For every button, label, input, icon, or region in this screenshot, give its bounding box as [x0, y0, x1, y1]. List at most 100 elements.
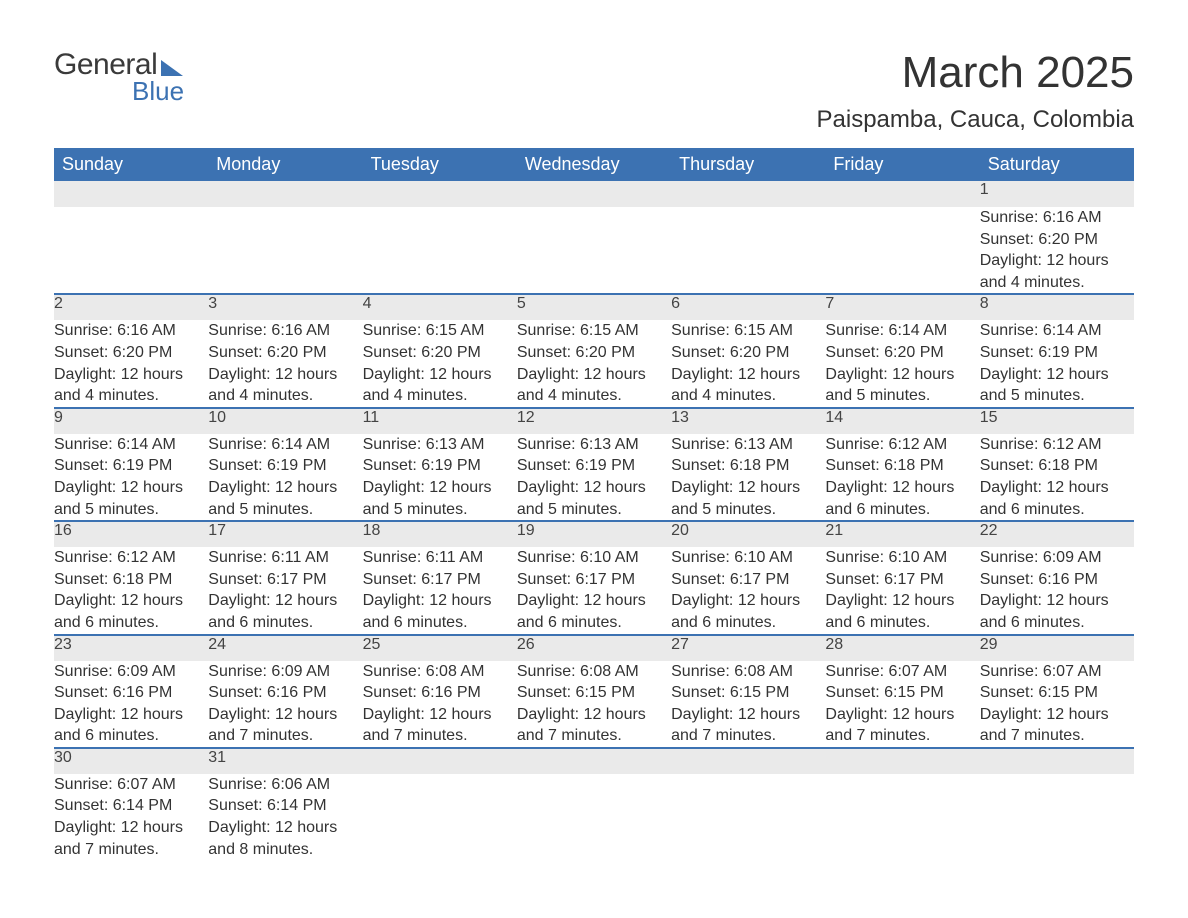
day-content-line: Daylight: 12 hours — [671, 590, 825, 612]
day-content-line: Sunrise: 6:15 AM — [363, 320, 517, 342]
day-content-line: Sunset: 6:15 PM — [517, 682, 671, 704]
day-content-cell: Sunrise: 6:07 AMSunset: 6:14 PMDaylight:… — [54, 774, 208, 860]
day-content-line: Sunrise: 6:12 AM — [825, 434, 979, 456]
day-number-cell: 11 — [363, 408, 517, 434]
day-content-line: Sunrise: 6:12 AM — [54, 547, 208, 569]
day-content-line: and 6 minutes. — [54, 725, 208, 747]
day-number-row: 23242526272829 — [54, 635, 1134, 661]
day-content-line: and 5 minutes. — [671, 499, 825, 521]
day-content-cell: Sunrise: 6:06 AMSunset: 6:14 PMDaylight:… — [208, 774, 362, 860]
day-content-line: and 4 minutes. — [517, 385, 671, 407]
day-number-cell: 7 — [825, 294, 979, 320]
day-number-cell: 21 — [825, 521, 979, 547]
day-content-cell — [825, 774, 979, 860]
day-content-line: Sunset: 6:17 PM — [671, 569, 825, 591]
day-content-line: Sunset: 6:20 PM — [980, 229, 1134, 251]
day-content-line: Sunrise: 6:10 AM — [671, 547, 825, 569]
day-content-cell: Sunrise: 6:12 AMSunset: 6:18 PMDaylight:… — [980, 434, 1134, 521]
day-number-cell: 28 — [825, 635, 979, 661]
location-subtitle: Paispamba, Cauca, Colombia — [817, 106, 1135, 134]
day-content-line: Daylight: 12 hours — [54, 704, 208, 726]
day-number-cell — [671, 181, 825, 207]
day-content-line: and 4 minutes. — [208, 385, 362, 407]
day-content-line: Daylight: 12 hours — [54, 364, 208, 386]
day-content-line: Daylight: 12 hours — [671, 704, 825, 726]
day-content-line: Sunset: 6:17 PM — [517, 569, 671, 591]
day-content-line: Sunset: 6:18 PM — [54, 569, 208, 591]
day-content-line: Daylight: 12 hours — [54, 477, 208, 499]
day-content-cell: Sunrise: 6:13 AMSunset: 6:19 PMDaylight:… — [517, 434, 671, 521]
day-content-line: and 6 minutes. — [671, 612, 825, 634]
day-content-cell: Sunrise: 6:09 AMSunset: 6:16 PMDaylight:… — [54, 661, 208, 748]
day-content-line: Sunset: 6:17 PM — [363, 569, 517, 591]
day-content-line: Sunrise: 6:13 AM — [363, 434, 517, 456]
day-content-line: Sunset: 6:15 PM — [671, 682, 825, 704]
day-content-cell: Sunrise: 6:11 AMSunset: 6:17 PMDaylight:… — [208, 547, 362, 634]
day-number-cell — [517, 748, 671, 774]
day-content-line: Sunrise: 6:15 AM — [671, 320, 825, 342]
day-content-line: and 7 minutes. — [363, 725, 517, 747]
day-content-line: Sunset: 6:19 PM — [208, 455, 362, 477]
day-content-line: Sunrise: 6:10 AM — [517, 547, 671, 569]
day-content-line: Daylight: 12 hours — [825, 590, 979, 612]
day-content-line: Daylight: 12 hours — [54, 817, 208, 839]
day-content-line: Sunrise: 6:12 AM — [980, 434, 1134, 456]
day-content-cell: Sunrise: 6:14 AMSunset: 6:19 PMDaylight:… — [54, 434, 208, 521]
day-content-line: Sunrise: 6:14 AM — [208, 434, 362, 456]
day-content-line: Sunset: 6:20 PM — [671, 342, 825, 364]
day-number-row: 9101112131415 — [54, 408, 1134, 434]
day-content-cell: Sunrise: 6:07 AMSunset: 6:15 PMDaylight:… — [825, 661, 979, 748]
day-content-line: Sunrise: 6:08 AM — [517, 661, 671, 683]
day-content-line: and 6 minutes. — [363, 612, 517, 634]
day-number-cell — [825, 181, 979, 207]
day-content-cell: Sunrise: 6:16 AMSunset: 6:20 PMDaylight:… — [980, 207, 1134, 294]
day-content-line: Sunset: 6:17 PM — [208, 569, 362, 591]
day-content-line: Sunrise: 6:11 AM — [363, 547, 517, 569]
day-content-row: Sunrise: 6:07 AMSunset: 6:14 PMDaylight:… — [54, 774, 1134, 860]
day-content-row: Sunrise: 6:16 AMSunset: 6:20 PMDaylight:… — [54, 207, 1134, 294]
day-number-cell — [363, 181, 517, 207]
day-content-line: and 7 minutes. — [208, 725, 362, 747]
day-content-line: and 7 minutes. — [517, 725, 671, 747]
day-content-line: and 4 minutes. — [363, 385, 517, 407]
day-content-line: Sunrise: 6:08 AM — [671, 661, 825, 683]
logo-triangle-icon — [161, 60, 183, 76]
day-content-line: Sunset: 6:20 PM — [208, 342, 362, 364]
day-content-line: Daylight: 12 hours — [363, 477, 517, 499]
day-content-line: Sunrise: 6:10 AM — [825, 547, 979, 569]
logo-text-blue: Blue — [132, 76, 184, 107]
day-content-line: Sunset: 6:16 PM — [363, 682, 517, 704]
weekday-header: Saturday — [980, 148, 1134, 181]
day-content-row: Sunrise: 6:12 AMSunset: 6:18 PMDaylight:… — [54, 547, 1134, 634]
day-content-cell: Sunrise: 6:09 AMSunset: 6:16 PMDaylight:… — [208, 661, 362, 748]
day-content-cell: Sunrise: 6:13 AMSunset: 6:18 PMDaylight:… — [671, 434, 825, 521]
day-content-line: Daylight: 12 hours — [54, 590, 208, 612]
day-content-line: Daylight: 12 hours — [671, 364, 825, 386]
day-content-line: Daylight: 12 hours — [825, 364, 979, 386]
day-content-cell — [208, 207, 362, 294]
day-content-line: Sunrise: 6:16 AM — [208, 320, 362, 342]
day-content-line: Sunrise: 6:07 AM — [980, 661, 1134, 683]
day-content-cell: Sunrise: 6:10 AMSunset: 6:17 PMDaylight:… — [517, 547, 671, 634]
day-number-cell — [517, 181, 671, 207]
day-content-cell: Sunrise: 6:14 AMSunset: 6:20 PMDaylight:… — [825, 320, 979, 407]
day-number-cell: 18 — [363, 521, 517, 547]
day-content-line: Daylight: 12 hours — [980, 704, 1134, 726]
day-number-cell — [363, 748, 517, 774]
day-content-line: Daylight: 12 hours — [980, 477, 1134, 499]
day-content-line: and 5 minutes. — [517, 499, 671, 521]
day-number-cell: 20 — [671, 521, 825, 547]
day-content-line: and 6 minutes. — [980, 612, 1134, 634]
day-number-cell — [54, 181, 208, 207]
day-content-line: Daylight: 12 hours — [671, 477, 825, 499]
day-content-cell: Sunrise: 6:10 AMSunset: 6:17 PMDaylight:… — [825, 547, 979, 634]
day-number-cell: 9 — [54, 408, 208, 434]
day-content-line: Sunset: 6:16 PM — [54, 682, 208, 704]
day-number-cell — [208, 181, 362, 207]
day-number-cell: 13 — [671, 408, 825, 434]
weekday-header: Monday — [208, 148, 362, 181]
day-number-cell: 10 — [208, 408, 362, 434]
day-content-line: Daylight: 12 hours — [208, 477, 362, 499]
day-content-row: Sunrise: 6:14 AMSunset: 6:19 PMDaylight:… — [54, 434, 1134, 521]
day-content-line: Sunrise: 6:13 AM — [671, 434, 825, 456]
